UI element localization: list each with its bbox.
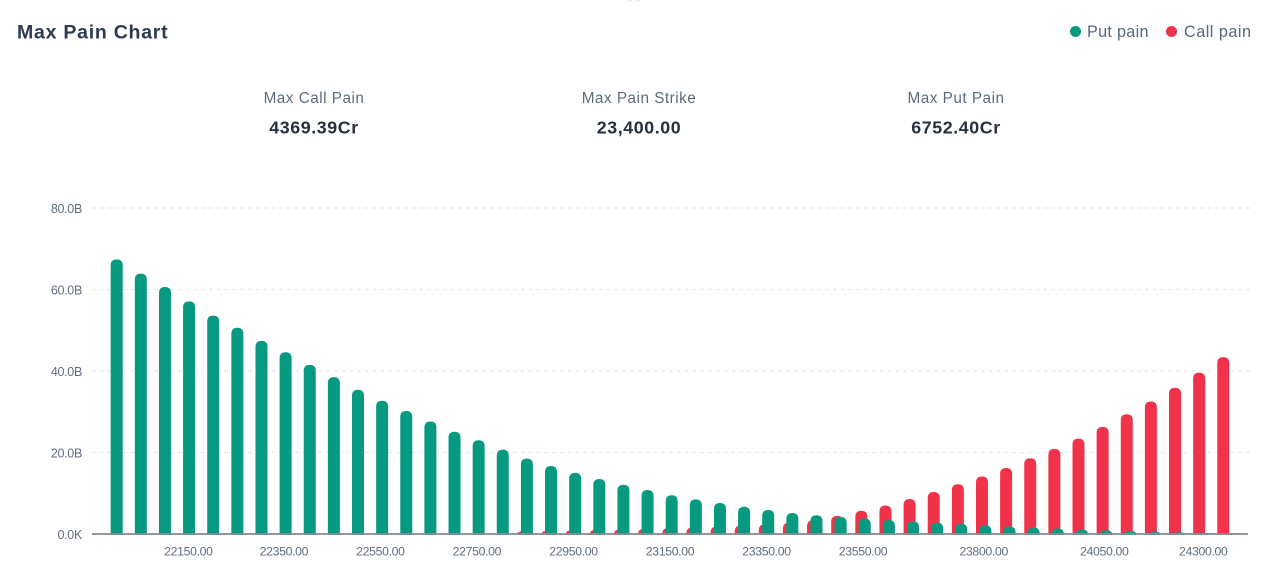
svg-text:Max Call Pain: Max Call Pain bbox=[264, 90, 365, 107]
svg-text:23150.00: 23150.00 bbox=[646, 545, 695, 559]
svg-text:80.0B: 80.0B bbox=[51, 202, 82, 216]
svg-text:23350.00: 23350.00 bbox=[742, 545, 791, 559]
svg-text:24300.00: 24300.00 bbox=[1179, 545, 1228, 559]
svg-text:4369.39Cr: 4369.39Cr bbox=[269, 117, 358, 137]
svg-text:Max Pain Chart: Max Pain Chart bbox=[17, 21, 168, 43]
svg-text:Put pain: Put pain bbox=[1087, 23, 1149, 41]
svg-text:60.0B: 60.0B bbox=[51, 283, 82, 297]
svg-text:22950.00: 22950.00 bbox=[549, 545, 598, 559]
svg-text:20.0B: 20.0B bbox=[51, 446, 82, 460]
svg-text:23800.00: 23800.00 bbox=[959, 545, 1008, 559]
svg-text:6752.40Cr: 6752.40Cr bbox=[911, 117, 1000, 137]
svg-text:0.0K: 0.0K bbox=[57, 528, 82, 542]
svg-text:Max Put Pain: Max Put Pain bbox=[908, 90, 1005, 107]
svg-text:24050.00: 24050.00 bbox=[1080, 545, 1129, 559]
svg-text:40.0B: 40.0B bbox=[51, 365, 82, 379]
svg-text:Max Pain Strike: Max Pain Strike bbox=[582, 90, 697, 107]
svg-text:22150.00: 22150.00 bbox=[164, 545, 213, 559]
svg-text:Call pain: Call pain bbox=[1184, 23, 1252, 41]
svg-text:22350.00: 22350.00 bbox=[260, 545, 309, 559]
svg-text:22750.00: 22750.00 bbox=[453, 545, 502, 559]
svg-text:23,400.00: 23,400.00 bbox=[597, 117, 682, 137]
svg-text:22550.00: 22550.00 bbox=[356, 545, 405, 559]
svg-text:23550.00: 23550.00 bbox=[839, 545, 888, 559]
